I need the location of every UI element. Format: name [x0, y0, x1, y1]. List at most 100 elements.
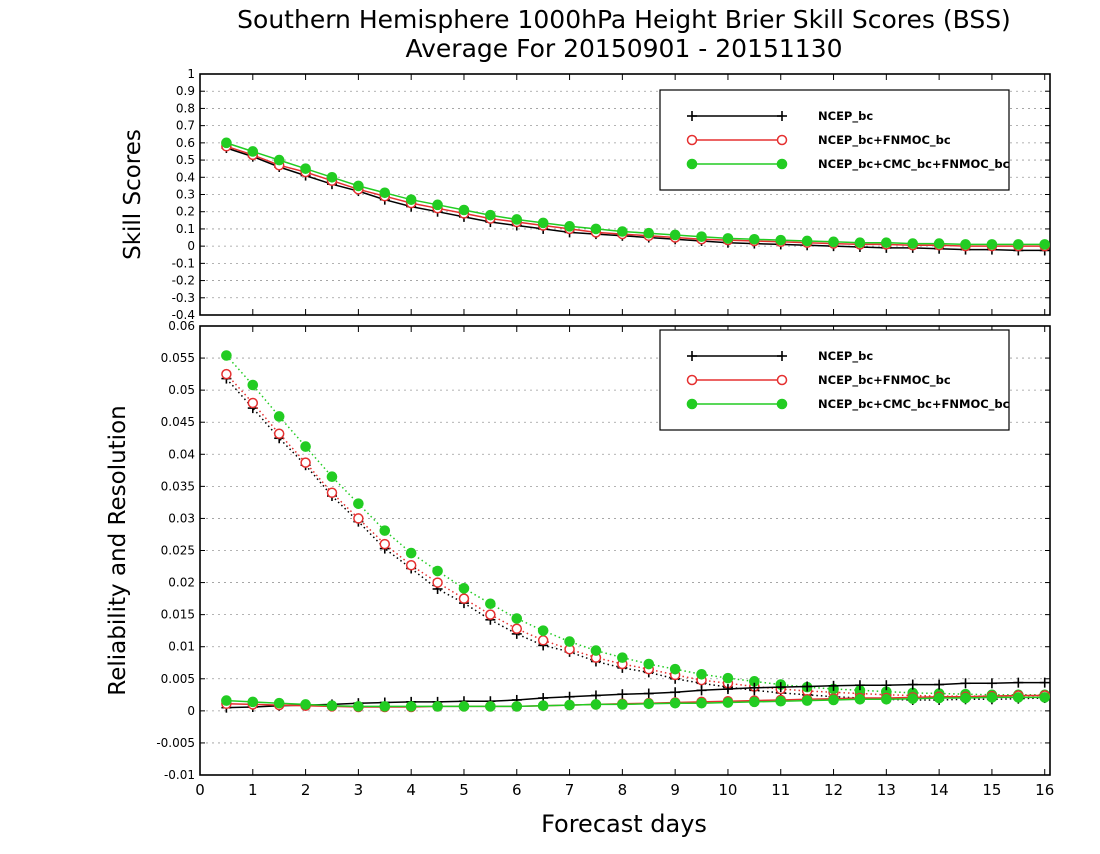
legend-marker: [776, 134, 788, 146]
data-point: [379, 701, 391, 712]
x-tick-label: 11: [771, 781, 790, 799]
data-point: [405, 701, 417, 712]
data-point: [221, 350, 232, 361]
data-point: [881, 694, 892, 705]
y-tick-label: 0.035: [161, 479, 195, 493]
y-tick-label: 0.2: [176, 205, 195, 219]
y-tick-label: 0.4: [176, 170, 195, 184]
y-tick-label: -0.3: [172, 291, 195, 305]
data-point: [326, 171, 338, 183]
y-tick-label: 0.5: [176, 153, 195, 167]
data-point: [458, 204, 470, 216]
plot-frame: [199, 325, 1051, 776]
data-point: [537, 700, 549, 712]
x-tick-label: 8: [618, 781, 628, 799]
y-tick-label: 0: [187, 239, 195, 253]
data-point: [537, 217, 549, 229]
data-point: [960, 692, 971, 704]
data-point: [353, 498, 364, 509]
x-tick-label: 16: [1035, 781, 1054, 799]
legend-marker: [777, 111, 787, 121]
data-point: [722, 672, 734, 684]
x-tick-label: 6: [512, 781, 522, 799]
data-point: [617, 689, 628, 700]
data-point: [775, 234, 787, 246]
legend-marker: [687, 111, 697, 121]
legend-item: NCEP_bc+FNMOC_bc: [686, 133, 951, 148]
y-tick-label: 0.05: [168, 383, 195, 397]
data-point: [485, 701, 496, 712]
x-tick-label: 5: [459, 781, 469, 799]
data-point: [669, 229, 681, 241]
y-tick-label: 0.045: [161, 415, 195, 429]
y-tick-label: -0.01: [164, 768, 195, 782]
data-point: [326, 471, 338, 483]
legend: NCEP_bc NCEP_bc+FNMOC_bc NCEP_bc+CMC_bc+FN…: [659, 329, 1010, 431]
data-point: [828, 236, 839, 248]
y-tick-label: 0.02: [168, 576, 195, 590]
plot-frame: [199, 73, 1051, 316]
data-point: [643, 227, 655, 239]
legend-label: NCEP_bc+FNMOC_bc: [818, 373, 951, 388]
y-tick-label: -0.2: [172, 274, 195, 288]
legend-item: NCEP_bc+FNMOC_bc: [686, 373, 951, 388]
x-tick-label: 15: [982, 781, 1001, 799]
legend-item: NCEP_bc+CMC_bc+FNMOC_bc: [686, 397, 1010, 412]
data-point: [1013, 239, 1024, 250]
data-point: [669, 697, 681, 709]
series-path: [226, 694, 1045, 708]
legend: NCEP_bc NCEP_bc+FNMOC_bc NCEP_bc+CMC_bc+FN…: [659, 89, 1010, 191]
data-point: [273, 154, 285, 166]
data-point: [907, 238, 919, 249]
x-tick-label: 13: [877, 781, 896, 799]
data-point: [986, 692, 998, 703]
data-point: [775, 695, 787, 707]
data-point: [485, 598, 496, 610]
x-tick-label: 3: [354, 781, 364, 799]
y-tick-label: 0.04: [168, 447, 195, 461]
y-tick-label: 0.8: [176, 101, 195, 115]
data-point: [326, 487, 338, 499]
data-point: [511, 214, 523, 225]
y-tick-label: 0.6: [176, 136, 195, 150]
chart-subtitle: Average For 20150901 - 20151130: [405, 34, 842, 63]
data-point: [353, 701, 364, 712]
data-point: [432, 565, 443, 577]
data-point: [933, 238, 945, 249]
data-point: [907, 693, 919, 704]
y-tick-label: 0.015: [161, 608, 195, 622]
data-point: [247, 397, 259, 409]
data-point: [1039, 692, 1051, 703]
data-point: [722, 684, 733, 695]
data-point: [881, 237, 892, 248]
data-point: [696, 685, 707, 696]
x-tick-label: 1: [248, 781, 258, 799]
data-point: [722, 697, 734, 708]
data-point: [564, 221, 575, 232]
data-point: [458, 701, 470, 712]
data-point: [273, 411, 285, 422]
y-axis-label: Reliability and Resolution: [105, 405, 131, 695]
data-point: [1039, 239, 1051, 250]
data-point: [458, 583, 470, 594]
data-point: [247, 379, 259, 391]
data-point: [458, 593, 470, 604]
data-point: [432, 199, 443, 211]
data-point: [802, 681, 813, 692]
data-point: [432, 701, 443, 712]
data-point: [432, 577, 443, 588]
data-point: [617, 226, 628, 237]
data-point: [273, 697, 285, 709]
legend-item: NCEP_bc+CMC_bc+FNMOC_bc: [686, 157, 1010, 172]
data-point: [405, 194, 417, 205]
data-point: [247, 146, 259, 157]
data-point: [405, 547, 417, 559]
x-tick-label: 10: [718, 781, 737, 799]
reliability-resolution-panel: -0.01 -0.005 0 0.005 0.01 0.015 0.02 0.025 0.03 0…: [105, 319, 1054, 799]
data-point: [564, 636, 575, 647]
data-point: [1013, 677, 1024, 688]
legend-marker: [776, 398, 788, 410]
data-point: [590, 223, 602, 235]
y-tick-label: 0.01: [168, 640, 195, 654]
